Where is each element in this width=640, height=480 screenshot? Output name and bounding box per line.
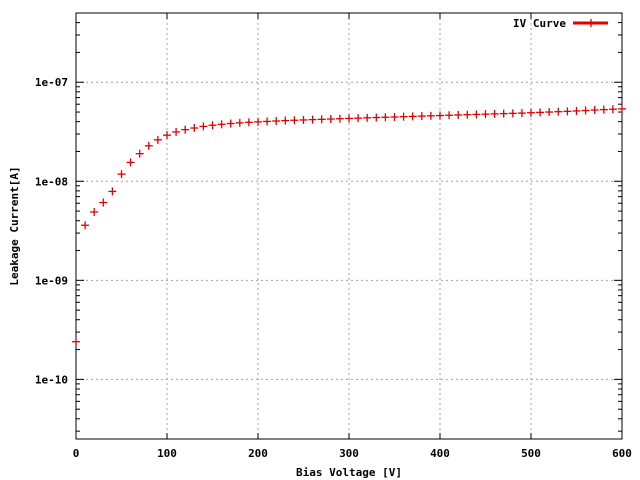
data-point bbox=[281, 116, 290, 125]
data-point bbox=[317, 115, 326, 124]
x-tick-label: 500 bbox=[521, 447, 541, 460]
data-point bbox=[72, 337, 80, 346]
data-point bbox=[345, 114, 353, 123]
data-point bbox=[144, 141, 153, 150]
data-point bbox=[226, 119, 235, 128]
data-point bbox=[426, 111, 435, 120]
y-tick-label: 1e-09 bbox=[35, 274, 68, 287]
y-tick-labels: 1e-07 1e-08 1e-09 1e-10 bbox=[35, 76, 68, 386]
data-point bbox=[399, 112, 408, 121]
data-point bbox=[117, 170, 126, 179]
data-point bbox=[618, 104, 626, 113]
data-point bbox=[181, 125, 190, 134]
tick-layer bbox=[75, 13, 623, 439]
x-tick-label: 100 bbox=[157, 447, 177, 460]
data-point bbox=[335, 114, 344, 123]
grid-layer bbox=[76, 13, 622, 439]
data-point bbox=[590, 106, 599, 115]
data-point bbox=[235, 118, 244, 127]
x-tick-label: 400 bbox=[430, 447, 450, 460]
data-point bbox=[490, 109, 499, 118]
data-point bbox=[563, 107, 572, 116]
data-point bbox=[90, 207, 99, 216]
data-point bbox=[217, 120, 226, 129]
data-point bbox=[572, 106, 581, 115]
data-point bbox=[244, 118, 253, 127]
data-point bbox=[290, 116, 299, 125]
x-tick-label: 200 bbox=[248, 447, 268, 460]
data-point bbox=[363, 113, 372, 122]
legend-label: IV Curve bbox=[513, 17, 566, 30]
data-point bbox=[517, 109, 526, 118]
data-point bbox=[99, 198, 108, 207]
data-point bbox=[581, 106, 590, 115]
data-point bbox=[390, 112, 399, 121]
data-point bbox=[454, 110, 463, 119]
legend-marker bbox=[587, 19, 595, 27]
data-point bbox=[545, 108, 554, 117]
data-point bbox=[199, 122, 208, 131]
data-point bbox=[381, 113, 390, 122]
x-axis-label: Bias Voltage [V] bbox=[296, 466, 402, 479]
y-axis-label: Leakage Current[A] bbox=[8, 166, 21, 285]
data-point bbox=[208, 121, 217, 130]
data-point bbox=[417, 112, 426, 121]
data-point bbox=[135, 149, 144, 158]
data-point bbox=[308, 115, 317, 124]
data-point bbox=[436, 111, 444, 120]
plot-frame bbox=[75, 12, 623, 440]
data-point bbox=[608, 105, 617, 114]
x-tick-label: 300 bbox=[339, 447, 359, 460]
data-point bbox=[445, 111, 454, 120]
data-point bbox=[163, 131, 171, 140]
x-tick-label: 0 bbox=[73, 447, 80, 460]
data-point bbox=[190, 124, 199, 133]
data-point bbox=[372, 113, 381, 122]
data-point bbox=[326, 115, 335, 124]
data-point bbox=[499, 109, 508, 118]
data-point bbox=[408, 112, 417, 121]
data-point bbox=[299, 115, 308, 124]
data-point bbox=[354, 114, 363, 123]
data-point bbox=[272, 117, 281, 126]
data-point bbox=[463, 110, 472, 119]
data-point bbox=[554, 107, 563, 116]
x-tick-labels: 0 100 200 300 400 500 600 bbox=[73, 447, 632, 460]
data-point bbox=[81, 221, 90, 230]
data-point bbox=[172, 127, 181, 136]
x-tick-label: 600 bbox=[612, 447, 632, 460]
data-point bbox=[108, 187, 117, 196]
data-points bbox=[72, 104, 626, 346]
data-point bbox=[508, 109, 517, 118]
data-point bbox=[126, 158, 135, 167]
data-point bbox=[527, 108, 535, 117]
data-point bbox=[472, 110, 481, 119]
legend: IV Curve bbox=[513, 17, 608, 30]
y-tick-label: 1e-07 bbox=[35, 76, 68, 89]
y-tick-label: 1e-10 bbox=[35, 373, 68, 386]
data-point bbox=[254, 117, 262, 126]
data-point bbox=[536, 108, 545, 117]
data-point bbox=[263, 117, 272, 126]
data-point bbox=[153, 135, 162, 144]
data-point bbox=[599, 105, 608, 114]
data-point bbox=[481, 110, 490, 119]
y-tick-label: 1e-08 bbox=[35, 175, 68, 188]
